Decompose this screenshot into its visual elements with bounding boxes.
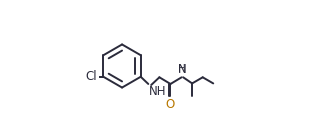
Text: H: H	[178, 64, 186, 74]
Text: Cl: Cl	[85, 70, 97, 83]
Text: NH: NH	[149, 85, 166, 98]
Text: O: O	[166, 98, 175, 111]
Text: N: N	[178, 63, 187, 76]
